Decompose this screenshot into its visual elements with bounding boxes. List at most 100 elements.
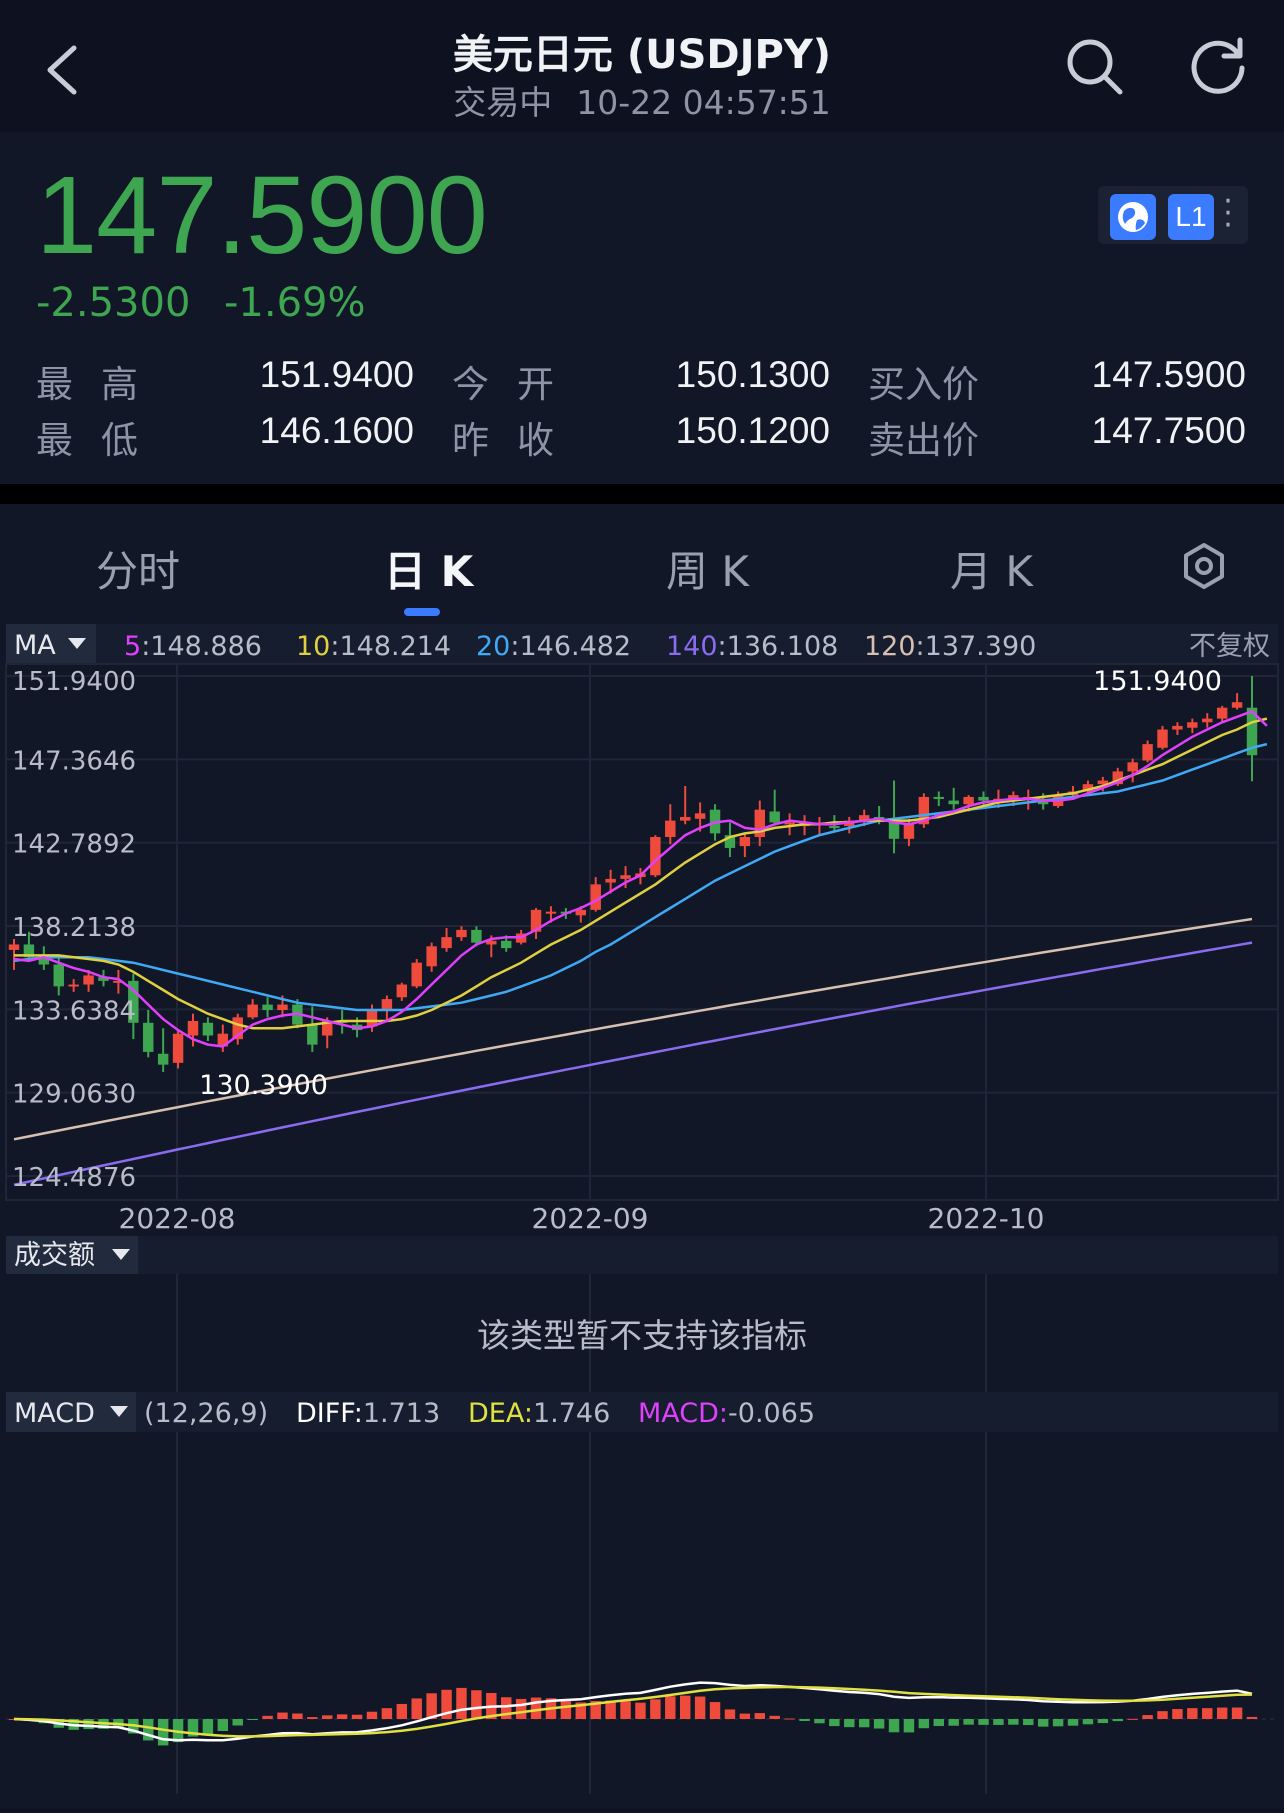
candle-body [963, 796, 974, 805]
candle-body [411, 962, 422, 987]
settings-icon[interactable] [1180, 542, 1228, 590]
macd-bar [351, 1714, 363, 1719]
top-bar: 美元日元 (USDJPY) 交易中 10-22 04:57:51 [0, 0, 1284, 132]
macd-bar [650, 1699, 661, 1719]
macd-bar [1052, 1719, 1064, 1727]
macd-bar [814, 1719, 825, 1724]
ma140-value: :136.108 [718, 631, 839, 662]
candle-body [98, 977, 109, 981]
macd-bar [873, 1719, 885, 1729]
unsupported-indicator-message: 该类型暂不支持该指标 [477, 1316, 807, 1355]
candle-body [307, 1024, 318, 1045]
macd-bar [620, 1701, 631, 1719]
stat-label-open: 今开 [452, 363, 582, 406]
stat-label-bid: 买入价 [868, 363, 979, 406]
status-text: 交易中 [453, 83, 553, 122]
y-tick-label: 142.7892 [12, 830, 136, 860]
candle-body [784, 822, 795, 825]
chevron-down-icon [110, 1406, 128, 1417]
macd-bar [1142, 1715, 1153, 1719]
candle-body [829, 826, 840, 829]
macd-bar [1187, 1708, 1198, 1719]
macd-bar [247, 1719, 258, 1720]
ma5-line [13, 709, 1268, 1048]
diff-value: 1.713 [363, 1398, 440, 1429]
macd-bar [456, 1687, 467, 1719]
chart-area: MA 5:148.886 10:148.214 20:146.482 140:1… [0, 624, 1284, 1809]
candle-body [754, 809, 766, 838]
stat-value-ask: 147.7500 [1091, 410, 1246, 451]
ma140-line [13, 941, 1253, 1187]
ma140-key: 140 [666, 631, 718, 662]
candle-body [1202, 718, 1213, 723]
adjust-mode[interactable]: 不复权 [1189, 631, 1270, 662]
refresh-icon[interactable] [1186, 34, 1250, 98]
macd-bar [844, 1719, 855, 1728]
y-tick-label: 147.3646 [12, 746, 136, 776]
macd-bar [1246, 1716, 1258, 1719]
stat-value-bid: 147.5900 [1091, 354, 1246, 395]
macd-bar [426, 1693, 437, 1719]
candle-body [38, 957, 50, 965]
candle-body [1172, 725, 1183, 730]
tab-weekly-k[interactable]: 周 K [666, 547, 749, 596]
macd-bar [754, 1713, 766, 1719]
macd-bar [336, 1714, 348, 1719]
candle-body [1157, 729, 1168, 748]
chevron-down-icon [68, 638, 86, 649]
tab-intraday[interactable]: 分时 [96, 547, 181, 596]
candle-body [1231, 702, 1243, 708]
candle-body [1246, 707, 1258, 756]
macd-selector-label: MACD [14, 1398, 95, 1429]
level1-badge[interactable]: L1 [1168, 194, 1214, 240]
stat-label-prev-close: 昨收 [452, 419, 582, 462]
search-icon[interactable] [1062, 34, 1126, 98]
candle-body [1082, 784, 1094, 792]
tab-daily-k[interactable]: 日 K [384, 547, 474, 596]
macd-bar [963, 1719, 974, 1725]
macd-bar [1008, 1719, 1019, 1725]
macd-bar [1037, 1719, 1049, 1727]
globe-icon[interactable] [1110, 194, 1156, 240]
macd-bar [635, 1702, 646, 1719]
candle-body [545, 911, 557, 914]
macd-params: (12,26,9) [144, 1398, 268, 1429]
macd-bar [575, 1702, 587, 1719]
candle-body [366, 1010, 378, 1027]
macd-bar [396, 1703, 408, 1719]
macd-bar [1127, 1718, 1138, 1720]
macd-bar [1172, 1709, 1183, 1719]
max-price-label: 151.9400 [1093, 666, 1222, 697]
macd-bar [1216, 1707, 1228, 1719]
volume-selector-label: 成交额 [14, 1240, 95, 1271]
candle-body [322, 1020, 333, 1036]
macd-bar [679, 1695, 691, 1719]
macd-bar [262, 1715, 273, 1719]
period-tabs: 分时 日 K 周 K 月 K [0, 504, 1284, 624]
kline-chart[interactable]: MA 5:148.886 10:148.214 20:146.482 140:1… [0, 624, 1284, 1809]
back-icon[interactable] [40, 40, 90, 100]
candle-body [262, 1004, 273, 1011]
macd-selector[interactable] [6, 1392, 136, 1432]
more-icon[interactable]: · · · [1223, 184, 1233, 243]
macd-bar [799, 1719, 810, 1722]
candle-body [888, 820, 900, 839]
macd-bar [903, 1719, 915, 1733]
candle-body [187, 1020, 199, 1036]
volume-selector[interactable] [6, 1236, 138, 1274]
ma10-line [14, 717, 1268, 1030]
diff-line [13, 1681, 1253, 1742]
macd-bar [500, 1697, 512, 1719]
candle-body [769, 811, 780, 823]
tab-monthly-k[interactable]: 月 K [950, 547, 1033, 596]
macd-bar [232, 1719, 243, 1726]
candle-body [948, 800, 959, 805]
candle-body [739, 837, 751, 847]
macd-bar [307, 1717, 318, 1719]
y-tick-labels: 151.9400 147.3646 142.7892 138.2138 133.6384… [12, 667, 136, 1193]
macd-bar [1082, 1719, 1094, 1725]
page-title: 美元日元 (USDJPY) [452, 32, 832, 78]
candle-body [724, 835, 736, 848]
candle-body [650, 837, 661, 876]
candle-body [8, 944, 20, 950]
